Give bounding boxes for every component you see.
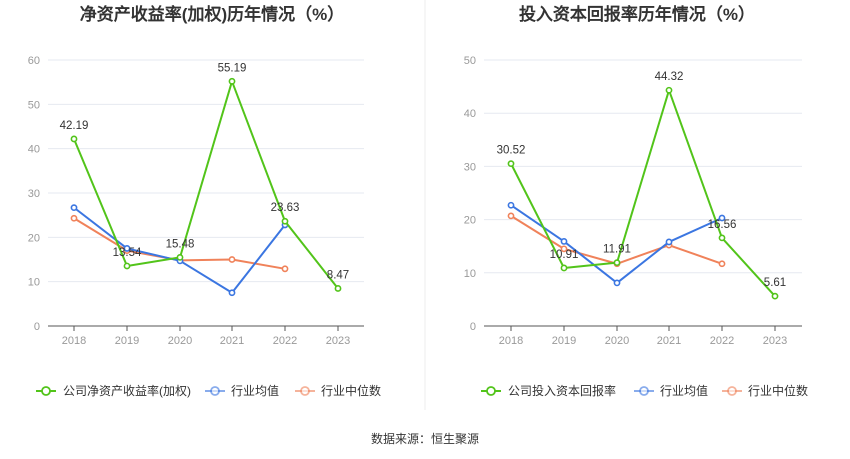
data-point-company[interactable]	[228, 77, 236, 85]
data-point-industry_avg[interactable]	[665, 238, 673, 246]
series-line-company	[510, 89, 776, 297]
y-tick-label: 0	[34, 321, 40, 333]
legend-marker-company	[486, 386, 496, 396]
x-tick-label: 2023	[326, 335, 350, 347]
legend[interactable]: 公司投入资本回报率 行业均值 行业中位数	[481, 383, 808, 398]
y-tick-label: 10	[464, 268, 476, 280]
x-tick-label: 2022	[273, 335, 297, 347]
data-point-industry_median[interactable]	[507, 212, 515, 220]
legend[interactable]: 公司净资产收益率(加权) 行业均值 行业中位数	[36, 383, 381, 398]
data-point-industry_median[interactable]	[70, 214, 78, 222]
x-tick-label: 2019	[115, 335, 139, 347]
data-label: 23.63	[271, 202, 300, 214]
x-tick-label: 2020	[168, 335, 192, 347]
data-point-company[interactable]	[281, 217, 289, 225]
series-line-industry_median	[510, 215, 723, 265]
legend-label-industry_median[interactable]: 行业中位数	[748, 383, 808, 398]
x-tick-label: 2023	[763, 335, 787, 347]
data-point-company[interactable]	[70, 135, 78, 143]
legend-marker-industry_avg	[639, 386, 649, 396]
legend-marker-company	[41, 386, 51, 396]
data-point-company[interactable]	[665, 86, 673, 94]
data-label: 16.56	[708, 219, 737, 231]
data-label: 5.61	[764, 277, 786, 289]
data-point-industry_avg[interactable]	[718, 214, 726, 222]
data-point-company[interactable]	[560, 264, 568, 272]
x-tick-label: 2018	[62, 335, 86, 347]
data-point-company[interactable]	[123, 262, 131, 270]
y-tick-label: 20	[464, 215, 476, 227]
data-label: 15.48	[166, 238, 195, 250]
series-line-company	[73, 80, 339, 290]
x-tick-label: 2020	[605, 335, 629, 347]
y-tick-label: 60	[28, 55, 40, 67]
plot-area: 0 10 20 30 40 50 60 2018 2019 2020 2021 2022 2023 42.…	[28, 55, 364, 347]
data-point-industry_avg[interactable]	[507, 201, 515, 209]
legend-label-company[interactable]: 公司投入资本回报率	[508, 383, 616, 398]
x-tick-label: 2018	[499, 335, 523, 347]
y-tick-label: 10	[28, 277, 40, 289]
data-point-company[interactable]	[176, 253, 184, 261]
data-point-industry_avg[interactable]	[228, 289, 236, 297]
y-tick-label: 30	[464, 161, 476, 173]
data-point-industry_avg[interactable]	[70, 204, 78, 212]
data-point-company[interactable]	[507, 160, 515, 168]
y-tick-label: 30	[28, 188, 40, 200]
legend-marker-industry_median	[727, 386, 737, 396]
data-point-industry_avg[interactable]	[613, 279, 621, 287]
data-label: 55.19	[218, 62, 247, 74]
x-tick-label: 2021	[220, 335, 244, 347]
chart-title: 投入资本回报率历年情况（%）	[519, 4, 755, 24]
data-label: 13.54	[113, 247, 142, 259]
x-tick-label: 2021	[657, 335, 681, 347]
data-point-industry_avg[interactable]	[560, 238, 568, 245]
source-note: 数据来源：恒生聚源	[371, 431, 479, 446]
y-tick-label: 20	[28, 232, 40, 244]
y-tick-label: 50	[464, 55, 476, 67]
legend-label-industry_median[interactable]: 行业中位数	[321, 383, 381, 398]
data-point-company[interactable]	[613, 259, 621, 267]
data-point-industry_median[interactable]	[228, 256, 236, 263]
chart-left: 净资产收益率(加权)历年情况（%） 0 10 20 30 40 50 60 2018 2019 2…	[28, 4, 381, 398]
plot-area: 0 10 20 30 40 50 2018 2019 2020 2021 2022 2023 30.52…	[464, 55, 802, 347]
legend-marker-industry_median	[300, 386, 310, 396]
data-point-industry_median[interactable]	[718, 260, 726, 268]
data-label: 30.52	[497, 145, 526, 157]
chart-right: 投入资本回报率历年情况（%） 0 10 20 30 40 50 2018 2019 2020 20…	[464, 4, 808, 398]
data-label: 10.91	[550, 249, 579, 261]
legend-marker-industry_avg	[210, 386, 220, 396]
data-point-industry_median[interactable]	[281, 265, 289, 273]
legend-label-industry_avg[interactable]: 行业均值	[660, 383, 708, 398]
data-point-industry_median[interactable]	[560, 245, 568, 253]
y-tick-label: 40	[464, 108, 476, 120]
data-point-industry_avg[interactable]	[123, 245, 131, 252]
data-label: 44.32	[655, 71, 684, 83]
x-tick-label: 2022	[710, 335, 734, 347]
data-label: 11.91	[603, 244, 631, 256]
legend-label-industry_avg[interactable]: 行业均值	[231, 383, 279, 398]
data-point-company[interactable]	[718, 234, 726, 242]
y-tick-label: 0	[470, 321, 476, 333]
data-label: 42.19	[60, 120, 89, 132]
chart-title: 净资产收益率(加权)历年情况（%）	[80, 4, 344, 24]
y-tick-label: 40	[28, 144, 40, 156]
data-point-company[interactable]	[334, 285, 342, 292]
legend-label-company[interactable]: 公司净资产收益率(加权)	[63, 383, 191, 398]
y-tick-label: 50	[28, 99, 40, 111]
data-label: 8.47	[327, 269, 349, 281]
data-point-company[interactable]	[771, 292, 779, 300]
x-tick-label: 2019	[552, 335, 576, 347]
